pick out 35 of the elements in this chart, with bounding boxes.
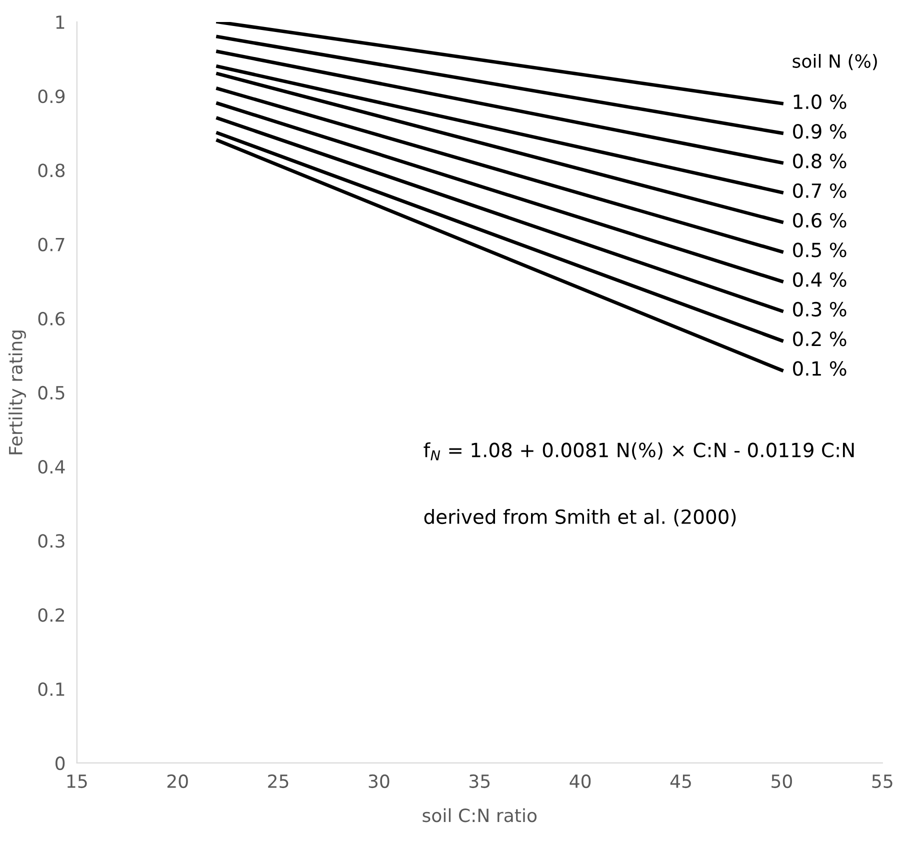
series-label: 0.7 % bbox=[793, 183, 846, 198]
y-tick-label: 0 bbox=[56, 756, 65, 770]
x-tick-label: 30 bbox=[368, 774, 390, 788]
x-tick-label: 20 bbox=[167, 774, 188, 788]
annotation: f$_{N}$ = 1.08 + 0.0081 N(%) × C:N - 0.0119 C:N bbox=[424, 442, 854, 460]
y-tick-label: 0.6 bbox=[38, 312, 65, 326]
legend-title: soil N (%) bbox=[792, 54, 877, 70]
series-label: 0.3 % bbox=[793, 302, 846, 317]
series-label: 0.2 % bbox=[793, 332, 846, 346]
y-tick-label: 0.8 bbox=[38, 164, 65, 178]
y-tick-label: 0.2 bbox=[38, 608, 64, 622]
x-tick-label: 15 bbox=[67, 774, 87, 788]
series-label: 0.8 % bbox=[793, 154, 846, 168]
x-axis-title: soil C:N ratio bbox=[422, 808, 537, 822]
x-tick-label: 50 bbox=[772, 774, 792, 788]
y-tick-label: 0.9 bbox=[38, 90, 65, 104]
x-tick-label: 35 bbox=[470, 774, 490, 788]
series-label: 1.0 % bbox=[794, 94, 846, 110]
y-tick-label: 0.7 bbox=[38, 238, 64, 252]
y-tick-label: 1 bbox=[56, 16, 64, 29]
series-label: 0.6 % bbox=[793, 212, 846, 228]
x-tick-label: 55 bbox=[872, 774, 892, 788]
y-tick-label: 0.3 bbox=[38, 534, 64, 548]
y-tick-label: 0.5 bbox=[38, 386, 64, 400]
x-tick-label: 45 bbox=[670, 774, 691, 788]
series-label: 0.9 % bbox=[793, 124, 846, 139]
series-label: 0.4 % bbox=[793, 272, 846, 287]
series-label: 0.1 % bbox=[793, 361, 846, 376]
series-label: 0.5 % bbox=[793, 242, 846, 258]
y-tick-label: 0.4 bbox=[38, 460, 65, 474]
y-tick-label: 0.1 bbox=[38, 682, 64, 696]
annotation: derived from Smith et al. (2000) bbox=[424, 509, 736, 526]
y-axis-title: Fertility rating bbox=[8, 330, 26, 454]
x-tick-label: 25 bbox=[268, 774, 288, 788]
x-tick-label: 40 bbox=[570, 774, 591, 788]
